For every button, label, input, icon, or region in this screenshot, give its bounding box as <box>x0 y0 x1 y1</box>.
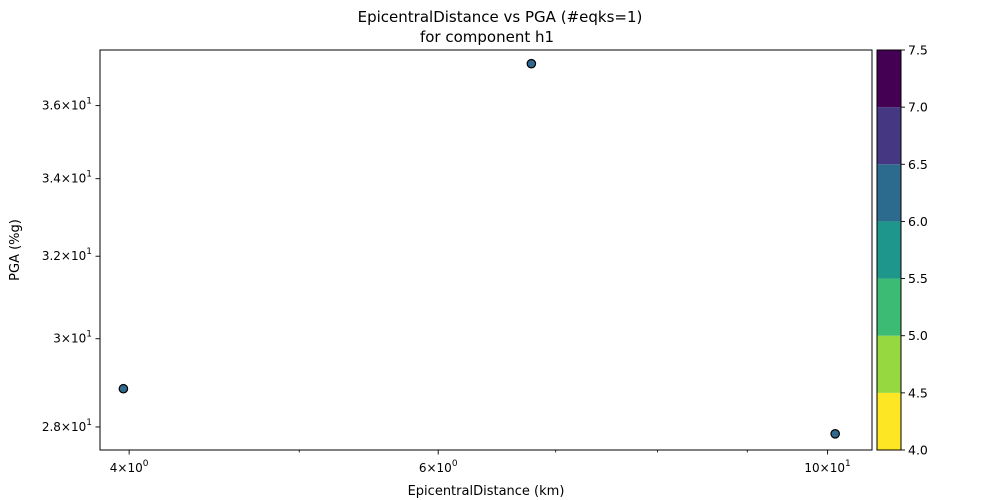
colorbar-segment <box>877 107 901 165</box>
colorbar-frame <box>876 49 902 451</box>
data-point <box>118 383 129 394</box>
colorbar-tick-label: 6.0 <box>908 214 928 229</box>
y-tick-label: 3.6×101 <box>42 97 92 113</box>
plot-frame <box>99 49 873 451</box>
colorbar-tick-label: 4.0 <box>908 443 928 458</box>
colorbar-tick-label: 4.5 <box>908 385 928 400</box>
y-tick-label: 3×101 <box>53 330 92 346</box>
colorbar-tick-label: 7.5 <box>908 43 928 58</box>
chart-title: EpicentralDistance vs PGA (#eqks=1) <box>358 8 643 26</box>
y-tick-label: 2.8×101 <box>42 418 92 434</box>
colorbar-segment <box>877 392 901 450</box>
colorbar-tick-label: 7.0 <box>908 100 928 115</box>
data-point <box>526 58 537 69</box>
y-tick-label: 3.4×101 <box>42 170 92 186</box>
chart-subtitle: for component h1 <box>420 28 554 46</box>
x-tick-label: 4×100 <box>110 459 149 475</box>
colorbar-tick-label: 6.5 <box>908 157 928 172</box>
x-tick-label: 10×101 <box>804 459 850 475</box>
x-tick-label: 6×100 <box>419 459 458 475</box>
colorbar-segment <box>877 335 901 393</box>
data-point <box>830 429 840 439</box>
colorbar-segment <box>877 278 901 336</box>
plot-area: 4×100 6×100 10×101 2.8×101 3×101 3.2×101 3.4×1… <box>42 49 873 475</box>
colorbar: 4.0 4.5 5.0 5.5 6.0 6.5 7.0 7.5 <box>876 43 928 458</box>
colorbar-segment <box>877 221 901 279</box>
colorbar-segment <box>877 50 901 108</box>
colorbar-segment <box>877 164 901 222</box>
y-tick-label: 3.2×101 <box>42 247 92 263</box>
x-axis-label: EpicentralDistance (km) <box>408 484 565 499</box>
colorbar-tick-label: 5.0 <box>908 328 928 343</box>
colorbar-tick-label: 5.5 <box>908 271 928 286</box>
y-axis-label: PGA (%g) <box>8 219 23 281</box>
